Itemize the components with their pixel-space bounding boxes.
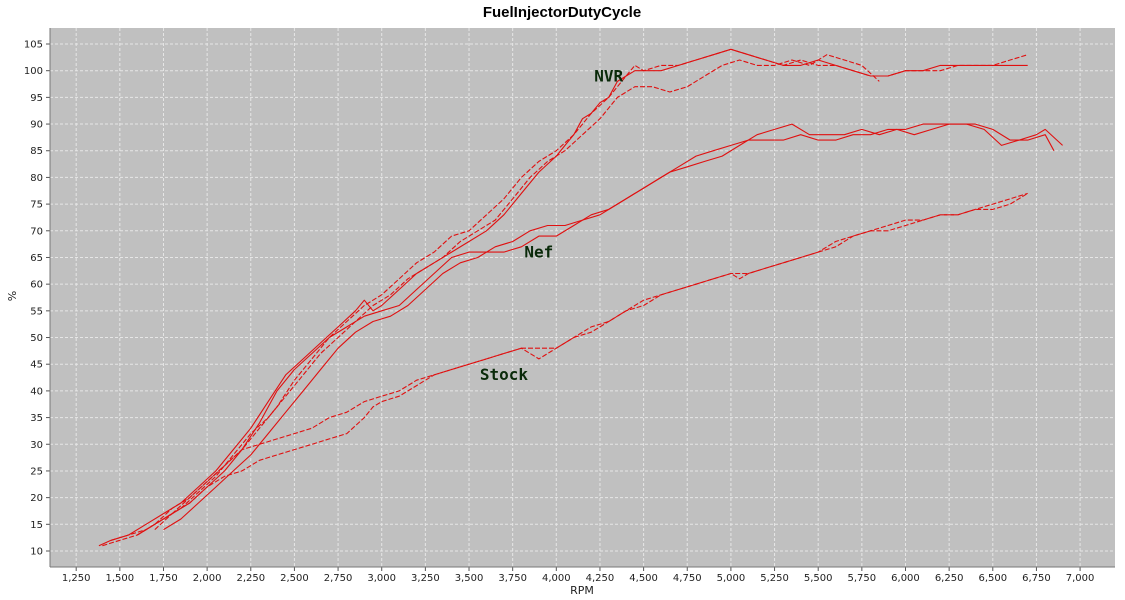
x-tick-label: 1,250	[62, 573, 91, 584]
y-tick-label: 45	[30, 360, 43, 371]
y-tick-label: 10	[30, 546, 43, 557]
x-tick-label: 2,500	[280, 573, 309, 584]
x-tick-label: 2,750	[324, 573, 353, 584]
x-tick-label: 6,500	[978, 573, 1007, 584]
y-tick-label: 40	[30, 386, 43, 397]
series-line-5	[163, 123, 1063, 531]
x-tick-label: 6,250	[935, 573, 964, 584]
annotation-nef: Nef	[524, 242, 553, 261]
y-tick-label: 55	[30, 306, 43, 317]
series-line-2	[102, 48, 1028, 547]
y-tick-label: 25	[30, 466, 43, 477]
y-tick-label: 35	[30, 413, 43, 424]
series-line-7	[154, 192, 1028, 531]
annotation-stock: Stock	[480, 365, 529, 384]
x-tick-label: 2,000	[193, 573, 222, 584]
x-tick-label: 1,750	[149, 573, 178, 584]
x-tick-label: 2,250	[236, 573, 265, 584]
y-tick-label: 80	[30, 173, 43, 184]
x-tick-label: 4,000	[542, 573, 571, 584]
x-tick-label: 4,250	[586, 573, 615, 584]
y-tick-label: 70	[30, 226, 43, 237]
series-layer	[98, 48, 1063, 547]
y-tick-label: 75	[30, 200, 43, 211]
chart-title: FuelInjectorDutyCycle	[483, 4, 641, 21]
y-tick-label: 90	[30, 120, 43, 131]
x-tick-label: 3,250	[411, 573, 440, 584]
x-tick-label: 3,000	[367, 573, 396, 584]
plot-area	[50, 28, 1115, 567]
x-tick-label: 7,000	[1066, 573, 1095, 584]
x-tick-label: 4,750	[673, 573, 702, 584]
series-line-4	[137, 123, 1055, 536]
y-tick-label: 15	[30, 520, 43, 531]
x-axis-label: RPM	[570, 584, 594, 597]
x-tick-label: 3,750	[498, 573, 527, 584]
y-tick-label: 100	[24, 66, 43, 77]
y-tick-label: 20	[30, 493, 43, 504]
x-tick-label: 1,500	[106, 573, 135, 584]
x-tick-label: 5,750	[848, 573, 877, 584]
y-tick-label: 105	[24, 40, 43, 51]
y-tick-label: 30	[30, 440, 43, 451]
axes: 1,250 1,500 1,750 2,000 2,250 2,500 2,750 3,000…	[24, 28, 1115, 584]
annotation-nvr: NVR	[594, 66, 623, 85]
y-tick-label: 60	[30, 280, 43, 291]
annotations: NVR Nef Stock	[480, 66, 624, 384]
y-tick-label: 65	[30, 253, 43, 264]
y-tick-label: 85	[30, 146, 43, 157]
y-tick-label: 50	[30, 333, 43, 344]
x-tick-label: 6,000	[891, 573, 920, 584]
x-tick-label: 5,250	[760, 573, 789, 584]
x-tick-label: 5,000	[717, 573, 746, 584]
y-tick-label: 95	[30, 93, 43, 104]
series-line-6	[137, 192, 1028, 536]
x-tick-label: 5,500	[804, 573, 833, 584]
x-tick-label: 3,500	[455, 573, 484, 584]
x-tick-label: 4,500	[629, 573, 658, 584]
y-axis-label: %	[6, 291, 19, 301]
series-line-3	[110, 54, 880, 541]
x-tick-label: 6,750	[1022, 573, 1051, 584]
